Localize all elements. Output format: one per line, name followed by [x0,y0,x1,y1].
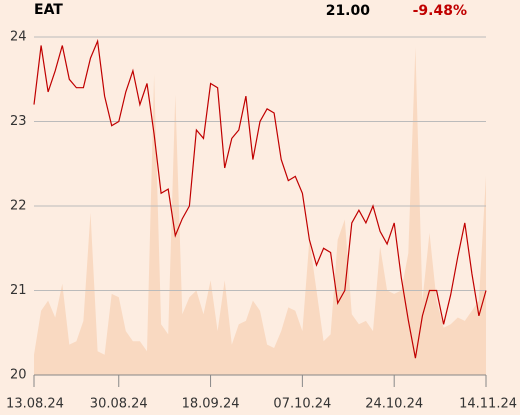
x-tick-label: 13.08.24 [6,397,64,412]
y-tick-label: 24 [10,30,27,45]
price-line [33,38,487,359]
y-tick-label: 20 [10,368,27,383]
y-tick-label: 21 [10,283,27,298]
volume-area [34,47,486,375]
x-tick-label: 30.08.24 [90,397,148,412]
last-price: 21.00 [326,3,371,19]
x-tick-label: 18.09.24 [182,397,240,412]
change: -9.48% [413,3,467,19]
x-tick-label: 14.11.24 [459,397,517,412]
y-tick-label: 23 [10,114,27,129]
x-tick-label: 24.10.24 [365,397,423,412]
ticker: EAT [34,2,63,18]
y-tick-label: 22 [10,199,27,214]
x-tick-label: 07.10.24 [273,397,331,412]
